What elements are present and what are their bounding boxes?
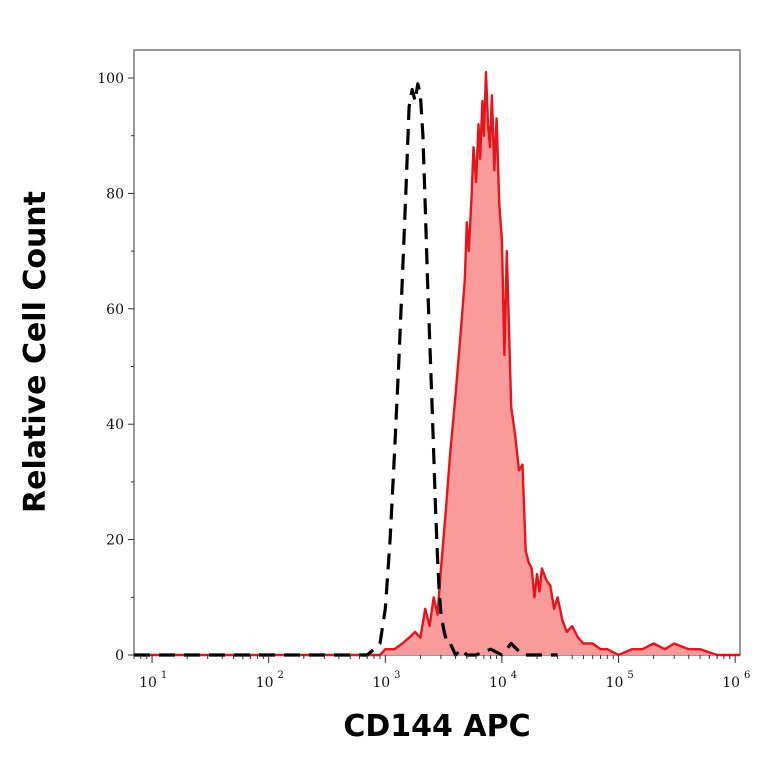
x-tick-label: 10 bbox=[139, 675, 157, 691]
x-tick-label: 10 bbox=[722, 675, 740, 691]
x-tick-exponent: 3 bbox=[394, 670, 400, 681]
plot-area bbox=[133, 49, 741, 656]
x-tick-label: 10 bbox=[606, 675, 624, 691]
y-tick-label: 80 bbox=[106, 186, 124, 202]
x-tick-label: 10 bbox=[489, 675, 507, 691]
x-tick-label: 10 bbox=[372, 675, 390, 691]
y-tick-label: 40 bbox=[106, 417, 124, 433]
x-tick-label: 10 bbox=[256, 675, 274, 691]
x-axis-title: CD144 APC bbox=[343, 709, 530, 744]
x-tick-exponent: 6 bbox=[744, 670, 750, 681]
plot-frame bbox=[133, 49, 741, 656]
series-1-area bbox=[134, 72, 740, 655]
y-tick-label: 20 bbox=[106, 533, 124, 549]
series-0-line bbox=[134, 82, 558, 657]
y-tick-label: 0 bbox=[115, 648, 124, 664]
y-tick-label: 100 bbox=[97, 71, 124, 87]
series-layer bbox=[134, 71, 740, 657]
x-tick-exponent: 5 bbox=[627, 670, 633, 681]
x-tick-exponent: 1 bbox=[161, 670, 167, 681]
x-tick-exponent: 4 bbox=[511, 670, 517, 681]
y-tick-label: 60 bbox=[106, 302, 124, 318]
y-axis-title: Relative Cell Count bbox=[18, 191, 53, 513]
series-1-line bbox=[134, 71, 740, 657]
x-tick-exponent: 2 bbox=[277, 670, 283, 681]
